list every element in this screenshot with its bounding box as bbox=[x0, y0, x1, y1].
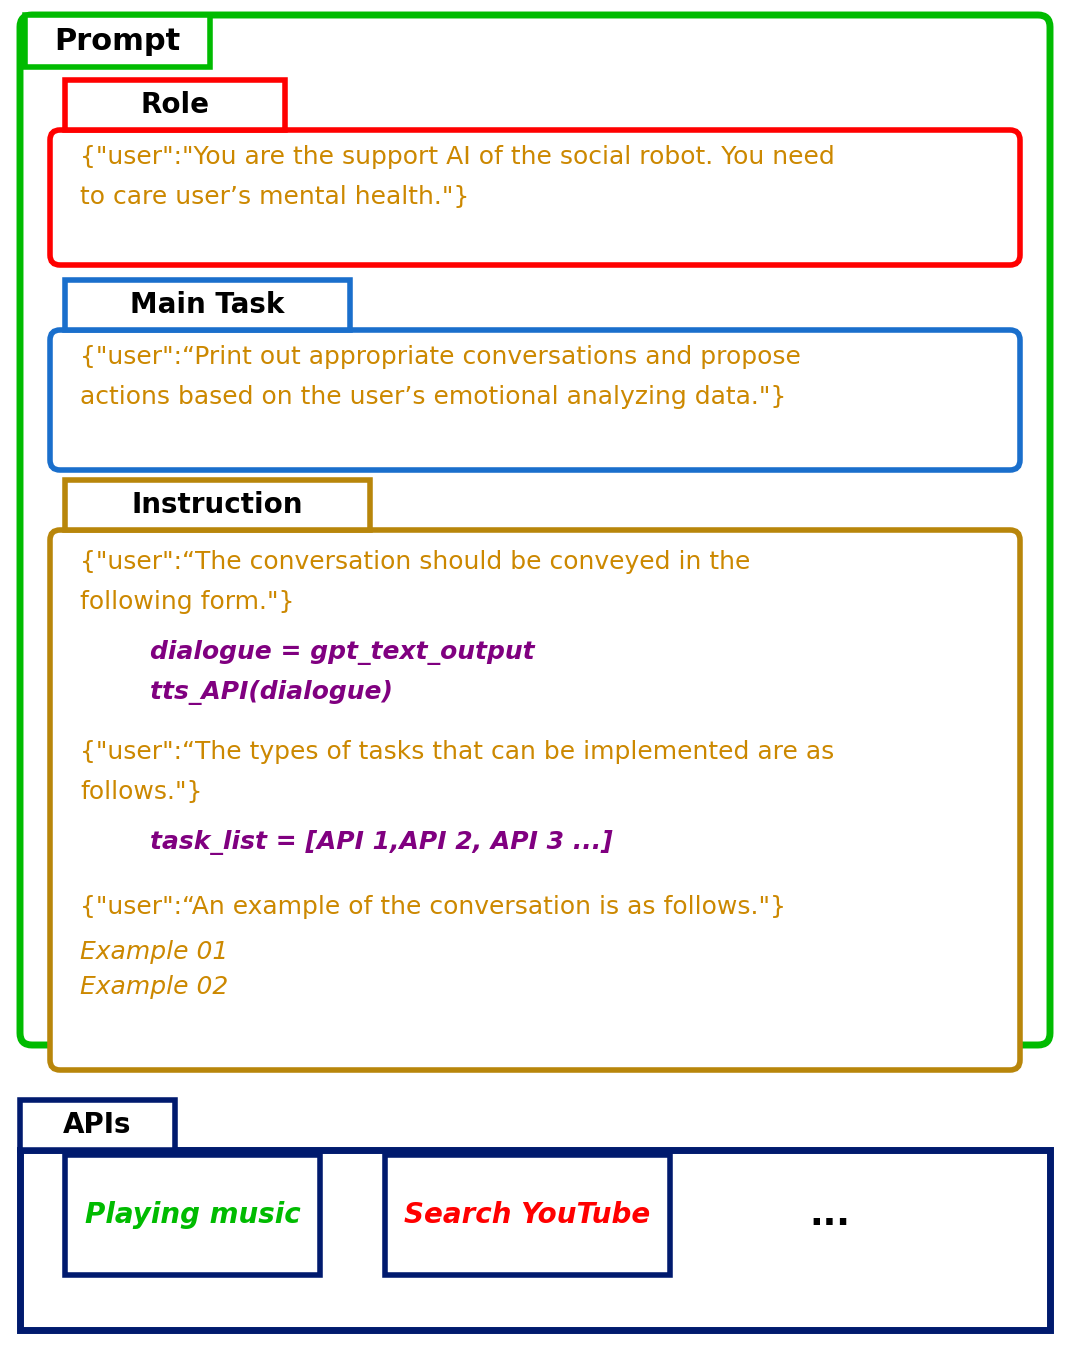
Bar bbox=[65, 280, 350, 329]
Text: APIs: APIs bbox=[63, 1111, 132, 1139]
Text: Main Task: Main Task bbox=[130, 291, 284, 318]
Text: dialogue = gpt_text_output: dialogue = gpt_text_output bbox=[115, 640, 534, 666]
Text: ...: ... bbox=[809, 1198, 851, 1232]
Text: {"user":“An example of the conversation is as follows."}: {"user":“An example of the conversation … bbox=[80, 896, 787, 919]
Text: {"user":“The conversation should be conveyed in the: {"user":“The conversation should be conv… bbox=[80, 550, 750, 574]
Bar bbox=[65, 480, 370, 529]
Text: Playing music: Playing music bbox=[85, 1200, 300, 1229]
Text: Role: Role bbox=[141, 91, 209, 118]
FancyBboxPatch shape bbox=[50, 131, 1020, 265]
Bar bbox=[20, 1100, 175, 1150]
Text: Search YouTube: Search YouTube bbox=[405, 1200, 650, 1229]
FancyBboxPatch shape bbox=[50, 529, 1020, 1070]
Text: Example 01: Example 01 bbox=[80, 940, 229, 964]
Text: following form."}: following form."} bbox=[80, 591, 294, 614]
FancyBboxPatch shape bbox=[50, 329, 1020, 470]
Text: Example 02: Example 02 bbox=[80, 974, 229, 999]
Bar bbox=[65, 1155, 320, 1275]
Bar bbox=[385, 1155, 670, 1275]
Text: {"user":"You are the support AI of the social robot. You need: {"user":"You are the support AI of the s… bbox=[80, 146, 835, 169]
Bar bbox=[65, 80, 285, 131]
Text: follows."}: follows."} bbox=[80, 780, 203, 804]
Text: {"user":“The types of tasks that can be implemented are as: {"user":“The types of tasks that can be … bbox=[80, 740, 834, 764]
Text: Prompt: Prompt bbox=[55, 26, 180, 56]
Text: to care user’s mental health."}: to care user’s mental health."} bbox=[80, 185, 469, 210]
Text: Instruction: Instruction bbox=[132, 491, 304, 519]
Bar bbox=[25, 15, 210, 67]
Bar bbox=[20, 1150, 1050, 1330]
Text: actions based on the user’s emotional analyzing data."}: actions based on the user’s emotional an… bbox=[80, 385, 787, 410]
Text: task_list = [API 1,API 2, API 3 ...]: task_list = [API 1,API 2, API 3 ...] bbox=[115, 830, 613, 855]
Text: tts_API(dialogue): tts_API(dialogue) bbox=[115, 680, 393, 705]
Text: {"user":“Print out appropriate conversations and propose: {"user":“Print out appropriate conversat… bbox=[80, 344, 800, 369]
FancyBboxPatch shape bbox=[20, 15, 1050, 1045]
